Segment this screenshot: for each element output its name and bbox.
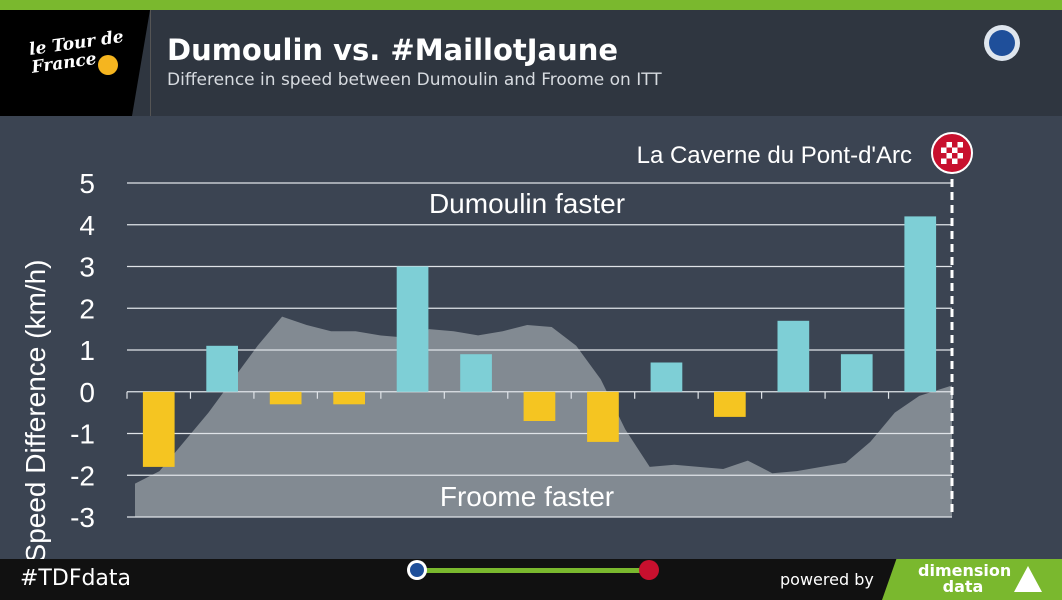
- top-accent-bar: [0, 0, 1062, 10]
- speed-difference-chart: 5 4 3 2 1 0 -1 -2 -3 Speed Difference (km/h) Dum…: [20, 132, 973, 562]
- bar-segment-4[interactable]: [333, 391, 365, 405]
- bar-segment-6[interactable]: [460, 354, 492, 392]
- y-tick-label: -1: [70, 419, 95, 450]
- y-tick-label: 4: [79, 210, 95, 241]
- annotation-froome-faster: Froome faster: [440, 481, 614, 512]
- bar-segment-2[interactable]: [206, 345, 238, 392]
- bar-segment-3[interactable]: [269, 391, 302, 405]
- finish-flag-small-icon[interactable]: [639, 560, 659, 580]
- chart-area: 5 4 3 2 1 0 -1 -2 -3 Speed Difference (km/h) Dum…: [0, 116, 1062, 562]
- page-subtitle: Difference in speed between Dumoulin and…: [167, 70, 662, 90]
- bar-segment-10[interactable]: [714, 391, 746, 417]
- bar-segment-13[interactable]: [904, 216, 937, 392]
- y-tick-label: 2: [79, 293, 95, 324]
- bar-segment-11[interactable]: [777, 320, 810, 392]
- header-bar: [0, 10, 1062, 116]
- tour-logo: le Tour de France: [0, 10, 150, 116]
- finish-label: La Caverne du Pont-d'Arc: [637, 142, 912, 169]
- bar-segment-9[interactable]: [650, 362, 683, 392]
- finish-flag-icon: [931, 132, 973, 174]
- y-tick-label: 0: [79, 377, 95, 408]
- play-icon[interactable]: [407, 560, 427, 580]
- y-tick-label: -2: [70, 460, 95, 491]
- annotation-dumoulin-faster: Dumoulin faster: [429, 188, 625, 219]
- stopwatch-icon[interactable]: [984, 25, 1020, 61]
- y-tick-label: -3: [70, 502, 95, 533]
- bar-segment-8[interactable]: [587, 391, 619, 442]
- hashtag-label: #TDFdata: [20, 566, 132, 591]
- bar-segment-7[interactable]: [523, 391, 556, 421]
- page-title: Dumoulin vs. #MaillotJaune: [167, 33, 619, 67]
- bar-segment-5[interactable]: [396, 266, 429, 392]
- bar-segment-1[interactable]: [142, 391, 175, 467]
- y-tick-label: 1: [79, 335, 95, 366]
- logo-sun-icon: [98, 55, 118, 75]
- brand-label: dimension data: [918, 561, 1012, 596]
- stage-progress-bar[interactable]: [425, 568, 647, 573]
- y-tick-label: 3: [79, 252, 95, 283]
- header-divider: [150, 10, 151, 116]
- dimension-data-logo-icon: [1014, 566, 1042, 592]
- bar-segment-12[interactable]: [840, 354, 873, 392]
- y-tick-label: 5: [79, 168, 95, 199]
- y-axis-label: Speed Difference (km/h): [20, 260, 51, 559]
- powered-by-label: powered by: [780, 570, 874, 589]
